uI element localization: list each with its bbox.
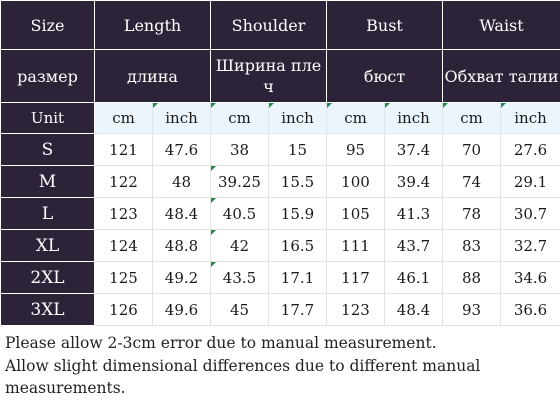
shoulder-inch-cell: 16.5 [268, 229, 327, 262]
waist-cm-cell: 93 [442, 293, 502, 326]
bust-cm-cell: 95 [326, 133, 385, 166]
shoulder-inch-cell: 15 [268, 133, 327, 166]
bust-cm-cell: 100 [326, 165, 385, 198]
length-inch-cell: 48.8 [152, 229, 211, 262]
unit-row: Unit cm inch cm inch cm inch cm inch [0, 102, 560, 134]
waist-inch-cell: 34.6 [500, 261, 560, 294]
length-inch-cell: 48.4 [152, 197, 211, 230]
bust-inch-cell: 43.7 [383, 229, 444, 262]
bust-cm-cell: 117 [326, 261, 385, 294]
shoulder-inch-cell: 15.9 [268, 197, 327, 230]
shoulder-cm-cell: 40.5 [210, 197, 269, 230]
table-row: XL 124 48.8 42 16.5 111 43.7 83 32.7 [0, 229, 560, 262]
unit-inch: inch [383, 102, 444, 134]
shoulder-cm-cell: 39.25 [210, 165, 269, 198]
table-row: 2XL 125 49.2 43.5 17.1 117 46.1 88 34.6 [0, 261, 560, 294]
unit-cm: cm [442, 102, 502, 134]
shoulder-cm-cell: 43.5 [210, 261, 269, 294]
length-cm-cell: 121 [94, 133, 153, 166]
shoulder-inch-cell: 17.1 [268, 261, 327, 294]
waist-cm-cell: 78 [442, 197, 502, 230]
length-inch-cell: 49.2 [152, 261, 211, 294]
waist-inch-cell: 29.1 [500, 165, 560, 198]
waist-cm-cell: 70 [442, 133, 502, 166]
length-inch-cell: 49.6 [152, 293, 211, 326]
header-size-ru: размер [0, 49, 95, 103]
header-length-ru: длина [94, 49, 211, 103]
unit-cm: cm [94, 102, 153, 134]
length-cm-cell: 126 [94, 293, 153, 326]
header-shoulder-ru-line1: Ширина пле [215, 56, 322, 75]
table-row: S 121 47.6 38 15 95 37.4 70 27.6 [0, 133, 560, 166]
waist-cm-cell: 88 [442, 261, 502, 294]
shoulder-cm-cell: 45 [210, 293, 269, 326]
length-cm-cell: 123 [94, 197, 153, 230]
waist-cm-cell: 83 [442, 229, 502, 262]
table-row: L 123 48.4 40.5 15.9 105 41.3 78 30.7 [0, 197, 560, 230]
waist-inch-cell: 30.7 [500, 197, 560, 230]
header-shoulder-ru-line2: ч [263, 77, 274, 96]
size-label: 3XL [0, 293, 95, 326]
header-waist: Waist [442, 0, 560, 50]
table-row: 3XL 126 49.6 45 17.7 123 48.4 93 36.6 [0, 293, 560, 326]
header-bust: Bust [325, 0, 444, 50]
bust-cm-cell: 123 [326, 293, 385, 326]
unit-cm: cm [210, 102, 269, 134]
unit-cm: cm [326, 102, 385, 134]
length-cm-cell: 122 [94, 165, 153, 198]
length-cm-cell: 125 [94, 261, 153, 294]
length-inch-cell: 47.6 [152, 133, 211, 166]
header-row-ru: размер длина Ширина пле ч бюст Обхват тал… [0, 49, 560, 103]
note-dimensional-differences-cont: measurements. [5, 379, 126, 397]
shoulder-inch-cell: 15.5 [268, 165, 327, 198]
waist-inch-cell: 36.6 [500, 293, 560, 326]
waist-cm-cell: 74 [442, 165, 502, 198]
header-size: Size [0, 0, 95, 50]
length-cm-cell: 124 [94, 229, 153, 262]
size-label: XL [0, 229, 95, 262]
size-label: L [0, 197, 95, 230]
bust-inch-cell: 39.4 [383, 165, 444, 198]
header-shoulder: Shoulder [210, 0, 327, 50]
unit-label: Unit [0, 102, 95, 134]
size-label: M [0, 165, 95, 198]
unit-inch: inch [268, 102, 327, 134]
shoulder-inch-cell: 17.7 [268, 293, 327, 326]
table-row: M 122 48 39.25 15.5 100 39.4 74 29.1 [0, 165, 560, 198]
waist-inch-cell: 32.7 [500, 229, 560, 262]
bust-inch-cell: 37.4 [383, 133, 444, 166]
size-chart-table: Size Length Shoulder Bust Waist размер д… [0, 0, 560, 326]
header-waist-ru: Обхват талии [442, 49, 560, 103]
size-label: 2XL [0, 261, 95, 294]
bust-cm-cell: 105 [326, 197, 385, 230]
shoulder-cm-cell: 38 [210, 133, 269, 166]
shoulder-cm-cell: 42 [210, 229, 269, 262]
header-length: Length [94, 0, 211, 50]
size-label: S [0, 133, 95, 166]
header-bust-ru: бюст [325, 49, 444, 103]
bust-inch-cell: 48.4 [383, 293, 444, 326]
bust-inch-cell: 41.3 [383, 197, 444, 230]
header-shoulder-ru: Ширина пле ч [210, 49, 327, 103]
bust-cm-cell: 111 [326, 229, 385, 262]
note-dimensional-differences: Allow slight dimensional differences due… [5, 357, 481, 375]
bust-inch-cell: 46.1 [383, 261, 444, 294]
unit-inch: inch [500, 102, 560, 134]
header-row: Size Length Shoulder Bust Waist [0, 0, 560, 50]
length-inch-cell: 48 [152, 165, 211, 198]
waist-inch-cell: 27.6 [500, 133, 560, 166]
note-measurement-error: Please allow 2-3cm error due to manual m… [5, 334, 437, 352]
unit-inch: inch [152, 102, 211, 134]
